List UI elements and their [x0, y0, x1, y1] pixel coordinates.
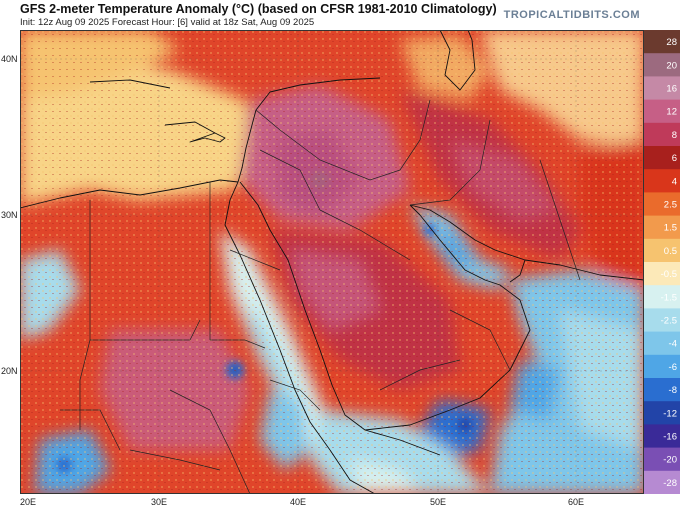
lat-label-40n: 40N [1, 54, 18, 64]
colorbar-label: 0.5 [664, 246, 677, 257]
map-title: GFS 2-meter Temperature Anomaly (°C) (ba… [20, 2, 497, 16]
colorbar-label: -8 [669, 385, 677, 396]
colorbar-label: -1.5 [661, 292, 677, 303]
colorbar-label: -16 [663, 432, 677, 443]
lat-label-30n: 30N [1, 210, 18, 220]
lon-label-50e: 50E [429, 497, 447, 507]
colorbar-swatch [644, 262, 680, 286]
lon-label-30e: 30E [150, 497, 168, 507]
lon-label-60e: 60E [567, 497, 585, 507]
colorbar-label: -4 [669, 339, 677, 350]
colorbar-swatch [644, 470, 680, 494]
colorbar-label: 6 [672, 153, 677, 164]
colorbar-swatch [644, 146, 680, 170]
colorbar-swatch [644, 424, 680, 449]
colorbar-label: -20 [663, 455, 677, 466]
colorbar-swatch [644, 285, 680, 309]
colorbar-label: -6 [669, 362, 677, 373]
lon-label-40e: 40E [289, 497, 307, 507]
anomaly-map [20, 30, 644, 494]
coastlines [20, 77, 644, 494]
colorbar-label: 12 [666, 107, 677, 118]
colorbar-label: 1.5 [664, 223, 677, 234]
colorbar-swatch [644, 76, 680, 101]
lon-label-20e: 20E [19, 497, 37, 507]
borders [60, 99, 581, 494]
colorbar-swatch [644, 401, 680, 425]
colorbar-label: 20 [666, 60, 677, 71]
colorbar-swatch [644, 192, 680, 217]
colorbar-swatch [644, 308, 680, 333]
colorbar-label: -12 [663, 408, 677, 419]
colorbar-swatch [644, 331, 680, 356]
colorbar-swatch [644, 215, 680, 240]
colorbar-label: -28 [663, 478, 677, 489]
colorbar-label: 4 [672, 176, 677, 187]
colorbar-swatch [644, 447, 680, 472]
colorbar-swatch [644, 30, 680, 54]
colorbar-swatch [644, 122, 680, 147]
graticule [20, 30, 644, 494]
map-subtitle: Init: 12z Aug 09 2025 Forecast Hour: [6]… [20, 17, 315, 28]
header: GFS 2-meter Temperature Anomaly (°C) (ba… [0, 0, 680, 30]
colorbar-label: 16 [666, 84, 677, 95]
site-watermark: TROPICALTIDBITS.COM [503, 9, 640, 21]
lat-label-20n: 20N [1, 366, 18, 376]
colorbar-label: 2.5 [664, 200, 677, 211]
colorbar-label: 8 [672, 130, 677, 141]
colorbar-label: -2.5 [661, 316, 677, 327]
colorbar-label: 28 [666, 37, 677, 48]
colorbar-legend: 28 20 16 12 8 6 4 2.5 1.5 0.5 -0.5 -1.5 -2.5 -4 -6 -8 -1… [644, 30, 680, 494]
colorbar-swatch [644, 99, 680, 124]
colorbar-swatch [644, 238, 680, 263]
colorbar-swatch [644, 378, 680, 402]
colorbar-swatch [644, 169, 680, 193]
colorbar-label: -0.5 [661, 269, 677, 280]
colorbar-swatch [644, 53, 680, 77]
colorbar-swatch [644, 354, 680, 379]
caspian-sea [439, 30, 476, 91]
